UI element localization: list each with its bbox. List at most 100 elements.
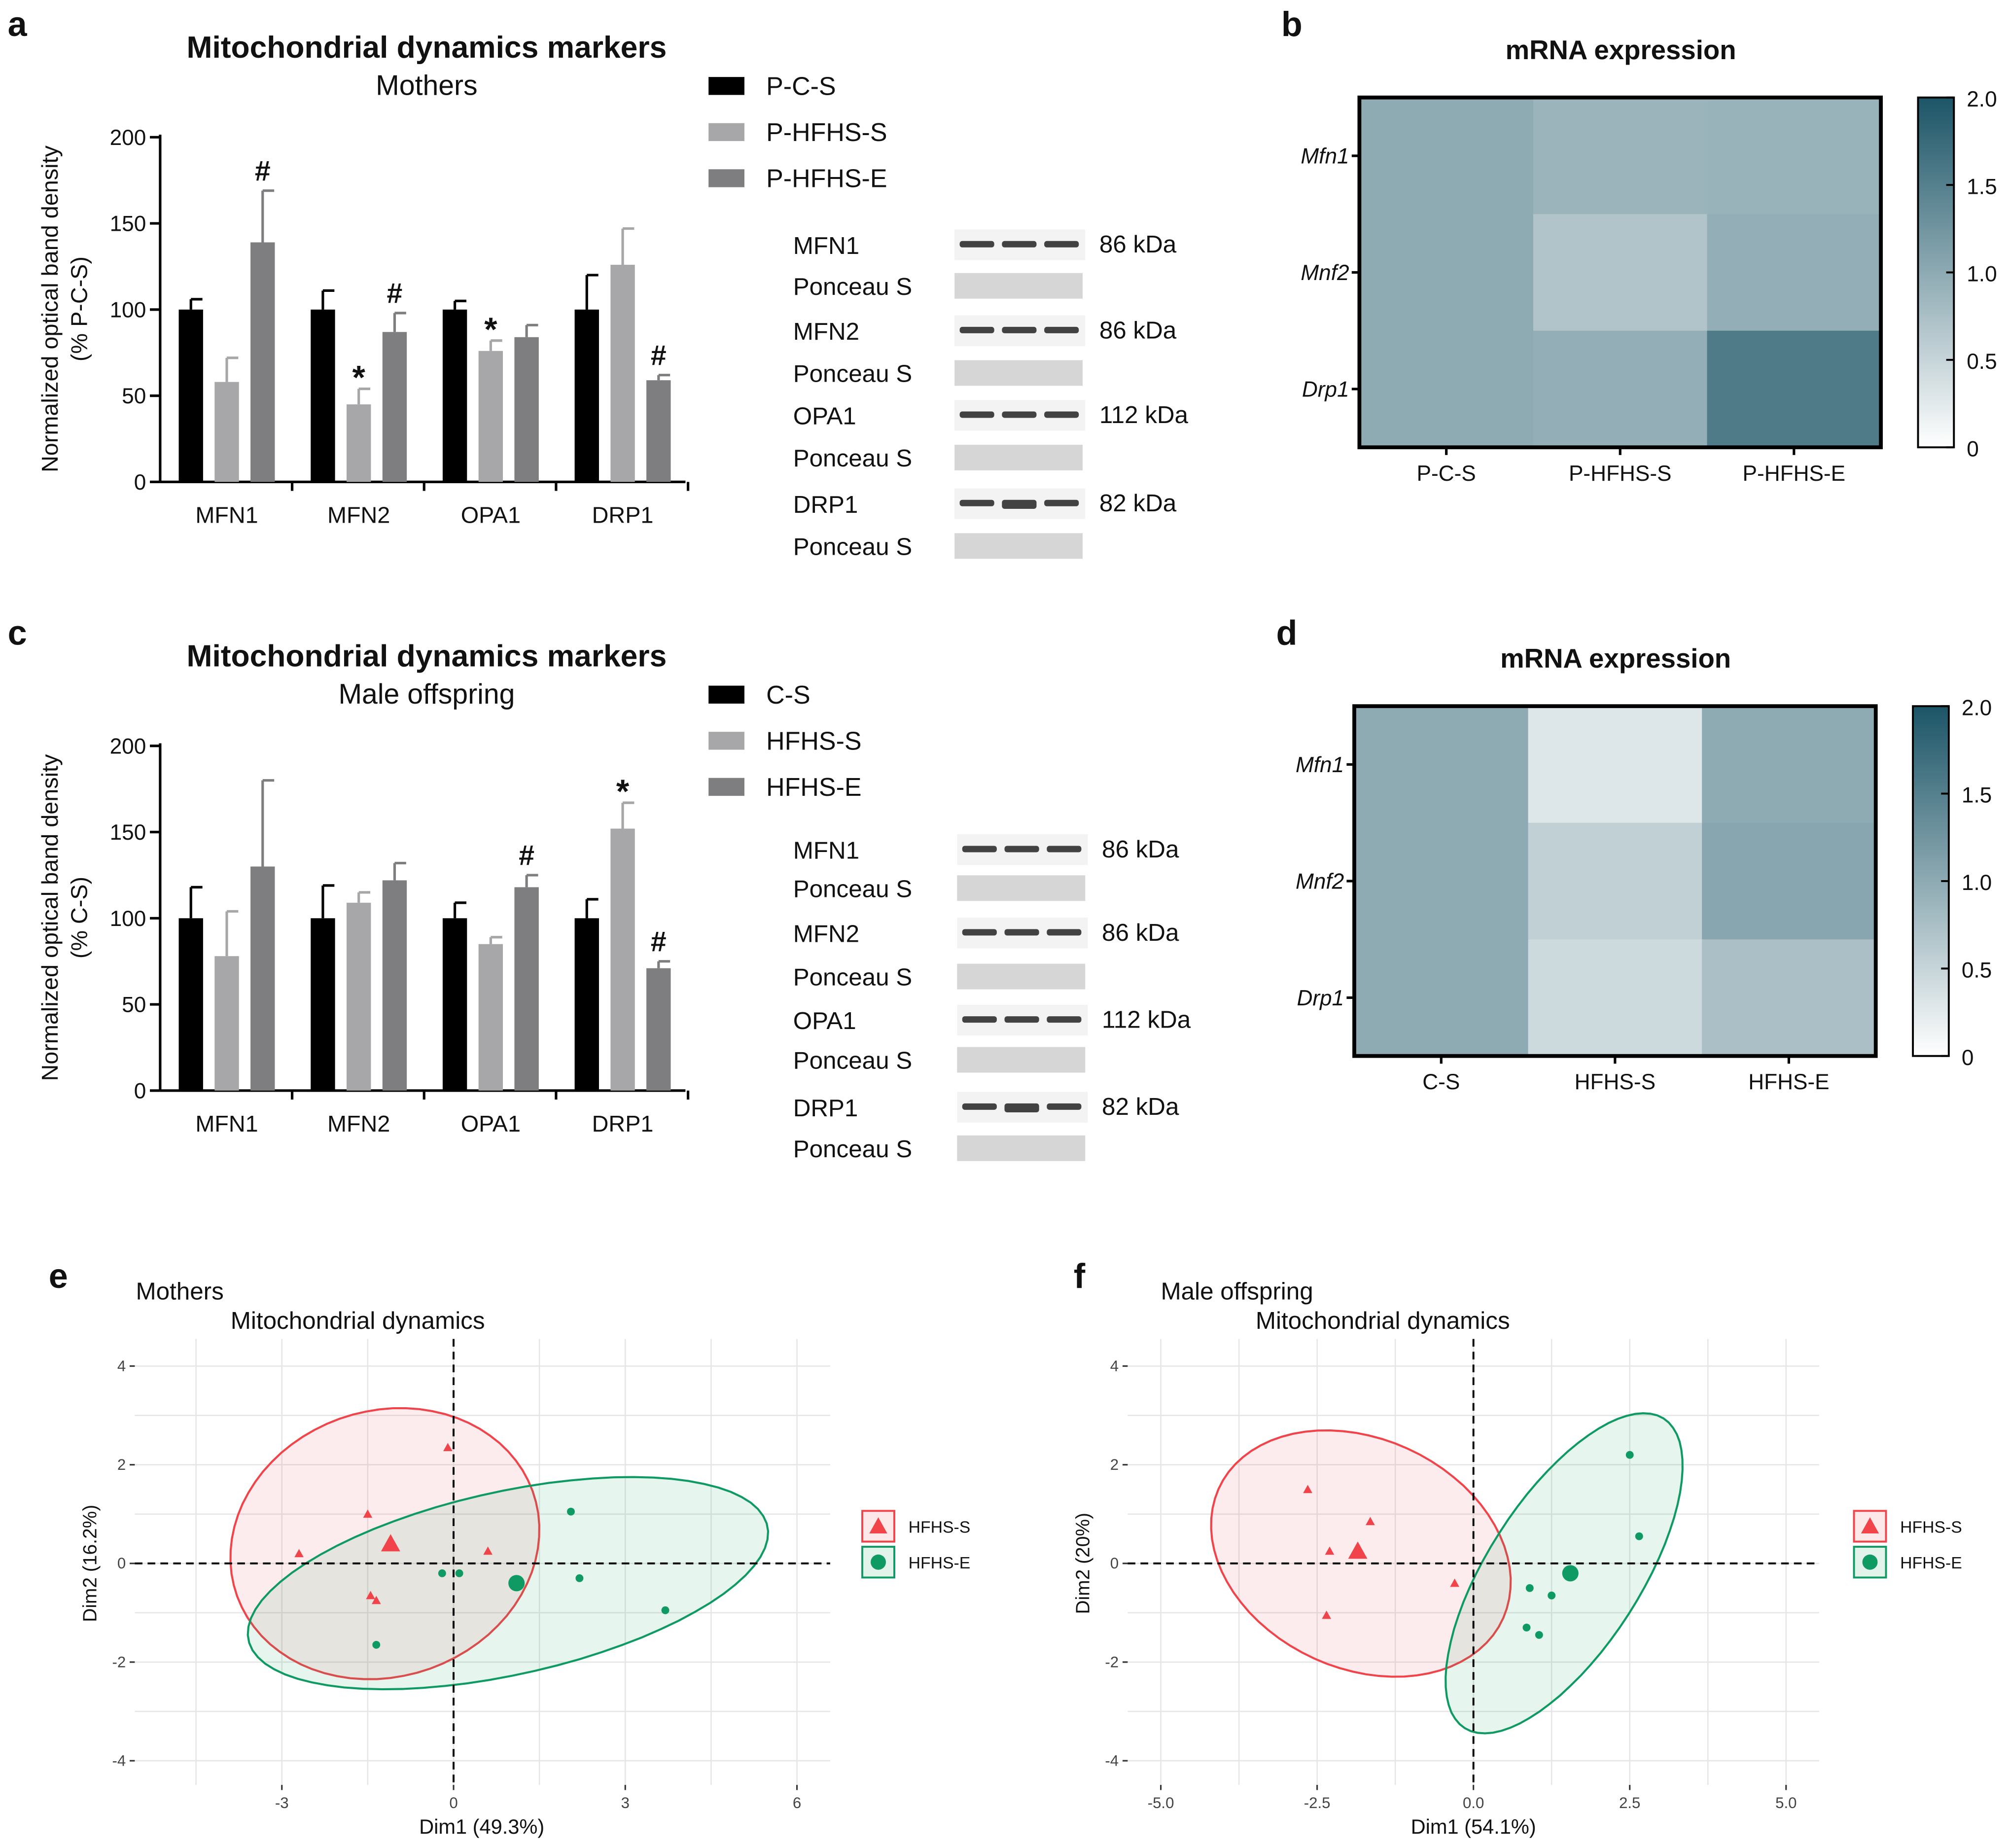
heatmap-cell <box>1533 214 1708 332</box>
legend-label: HFHS-E <box>766 773 861 802</box>
y-tick-label: 100 <box>110 907 146 931</box>
blot-size-label: 86 kDa <box>1099 231 1177 258</box>
panel-letter: e <box>49 1256 68 1295</box>
significance-mark: # <box>651 340 667 371</box>
bar-c-s <box>442 918 467 1091</box>
blot-band <box>1047 1016 1082 1023</box>
chart-title: Mitochondrial dynamics markers <box>187 640 667 674</box>
colorbar-label: 0 <box>1967 437 1979 461</box>
bar-hfhs-e <box>514 887 539 1091</box>
colorbar-label: 1.5 <box>1962 783 1992 808</box>
legend-label: HFHS-E <box>1900 1554 1962 1572</box>
row-label: Mnf2 <box>1301 261 1349 285</box>
data-point <box>1535 1631 1543 1639</box>
bar-hfhs-s <box>610 828 635 1091</box>
significance-mark: * <box>616 773 630 810</box>
ponceau-stain-image <box>957 963 1086 990</box>
blot-band <box>1047 1103 1082 1110</box>
y-axis-label: Normalized optical band density <box>37 145 63 472</box>
significance-mark: * <box>484 311 497 348</box>
significance-mark: # <box>519 840 534 871</box>
ponceau-stain-image <box>957 875 1086 901</box>
data-point <box>1525 1584 1534 1592</box>
x-tick-label: MFN2 <box>327 1111 390 1137</box>
legend-swatch <box>708 169 744 187</box>
plot-subtitle: Mitochondrial dynamics <box>231 1307 485 1334</box>
y-tick-label: -4 <box>112 1752 126 1769</box>
blot-loading-label: Ponceau S <box>793 533 913 561</box>
blot-loading-label: Ponceau S <box>793 445 913 472</box>
heatmap-cell <box>1702 939 1877 1057</box>
row-label: Drp1 <box>1297 986 1344 1010</box>
heatmap-cell <box>1702 822 1877 940</box>
plot-title: Male offspring <box>1161 1278 1313 1305</box>
bar-c-s <box>311 918 335 1091</box>
blot-loading-label: Ponceau S <box>793 1136 913 1163</box>
heatmap-title: mRNA expression <box>1500 643 1731 674</box>
blot-band <box>959 326 994 333</box>
confidence-ellipse-hfhs-s <box>229 1407 540 1680</box>
chart-subtitle: Male offspring <box>338 678 515 710</box>
x-tick-label: MFN1 <box>195 502 258 528</box>
row-label: Mfn1 <box>1296 753 1344 777</box>
blot-band <box>962 929 997 936</box>
bar-hfhs-s <box>478 944 503 1091</box>
bar-p-hfhs-e <box>646 380 671 482</box>
colorbar-label: 0.5 <box>1967 350 1997 374</box>
x-tick-label: MFN1 <box>195 1111 258 1137</box>
x-axis-title: Dim1 (54.1%) <box>1411 1815 1536 1838</box>
y-axis-title: Dim2 (20%) <box>1072 1513 1093 1614</box>
heatmap-title: mRNA expression <box>1506 35 1736 65</box>
blot-loading-label: Ponceau S <box>793 875 913 902</box>
bar-p-hfhs-s <box>610 264 635 482</box>
blot-size-label: 82 kDa <box>1102 1093 1179 1120</box>
x-tick-label: -2.5 <box>1304 1794 1331 1812</box>
blot-loading-label: Ponceau S <box>793 1047 913 1074</box>
legend-label: HFHS-S <box>766 727 861 756</box>
data-point <box>661 1606 670 1614</box>
y-tick-label: 100 <box>110 298 146 322</box>
legend-label: HFHS-S <box>1900 1518 1962 1536</box>
y-tick-label: -2 <box>1105 1653 1119 1670</box>
confidence-ellipse-hfhs-e <box>247 1476 770 1691</box>
x-tick-label: -5.0 <box>1148 1794 1174 1812</box>
y-axis-label: (% C-S) <box>67 877 92 959</box>
bar-p-c-s <box>178 309 203 482</box>
blot-band <box>959 241 994 248</box>
significance-mark: # <box>255 155 271 187</box>
blot-band <box>959 411 994 418</box>
plot-title: Mothers <box>136 1278 223 1305</box>
data-point <box>366 1591 376 1599</box>
colorbar-label: 2.0 <box>1962 696 1992 720</box>
data-point <box>567 1507 575 1516</box>
group-centroid <box>381 1534 400 1552</box>
blot-band <box>1004 1016 1039 1023</box>
data-point <box>371 1596 381 1604</box>
bar-p-hfhs-s <box>214 382 239 482</box>
row-label: Drp1 <box>1302 378 1349 402</box>
heatmap-cell <box>1354 939 1529 1057</box>
bar-hfhs-s <box>346 902 371 1091</box>
panel-letter: c <box>8 613 27 652</box>
ponceau-stain-image <box>954 360 1083 386</box>
panel-letter: f <box>1074 1256 1086 1295</box>
bar-c-s <box>574 918 599 1091</box>
bar-hfhs-e <box>646 968 671 1091</box>
data-point <box>1366 1517 1375 1526</box>
blot-size-label: 86 kDa <box>1102 919 1179 946</box>
x-tick-label: 0 <box>449 1794 458 1812</box>
row-label: Mfn1 <box>1301 144 1349 169</box>
y-tick-label: -2 <box>112 1653 126 1670</box>
legend-label: C-S <box>766 681 811 710</box>
group-centroid <box>508 1575 525 1592</box>
data-point <box>1325 1546 1335 1555</box>
blot-band <box>1002 499 1037 509</box>
data-point <box>483 1546 493 1555</box>
panel-letter: b <box>1281 4 1303 43</box>
legend-swatch <box>708 778 744 796</box>
heatmap-cell <box>1702 706 1877 823</box>
x-tick-label: MFN2 <box>327 502 390 528</box>
heatmap-cell <box>1533 330 1708 448</box>
y-tick-label: 0 <box>117 1555 126 1572</box>
column-label: P-HFHS-S <box>1569 462 1672 486</box>
